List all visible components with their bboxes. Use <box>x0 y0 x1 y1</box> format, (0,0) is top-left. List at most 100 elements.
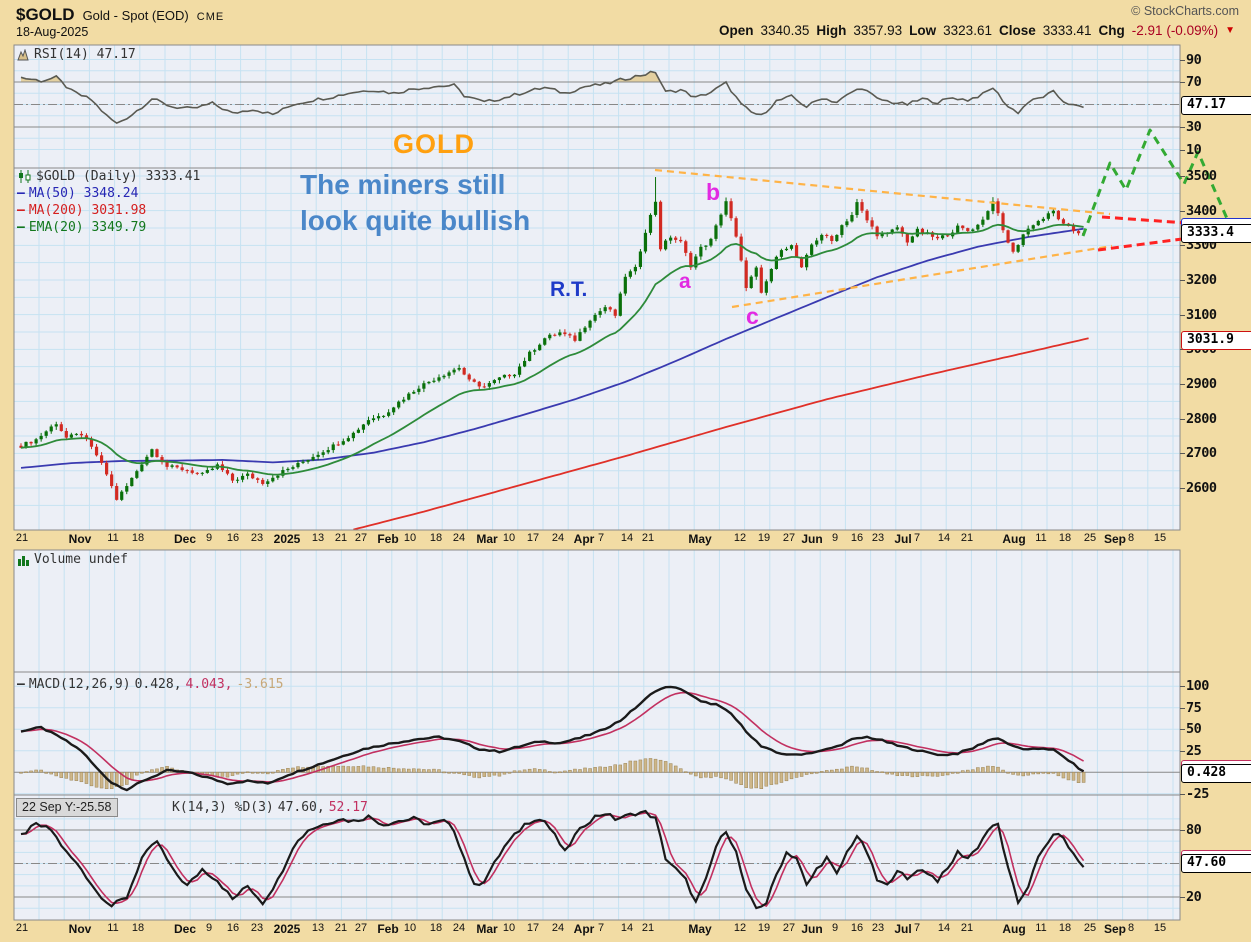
x-axis-label: 8 <box>1127 532 1135 544</box>
sto-panel-border <box>13 794 1181 921</box>
stoch-axis-label: 20 <box>1186 889 1202 906</box>
x-axis-label: May <box>688 922 712 936</box>
y-axis-tick <box>1180 750 1185 752</box>
x-axis-label: 18 <box>1058 532 1072 544</box>
annotation-wave-b: b <box>706 179 721 205</box>
low-label: Low <box>909 23 937 38</box>
price-axis-label: 2700 <box>1186 445 1217 462</box>
ma200-line-swatch: — <box>17 203 25 218</box>
x-axis-label: 16 <box>226 922 240 934</box>
price-legend-text: $GOLD (Daily) 3333.41 <box>36 169 201 184</box>
y-axis-tick <box>1180 707 1185 709</box>
x-axis-label: 10 <box>502 922 516 934</box>
x-axis-label: 7 <box>597 532 605 544</box>
x-axis-label: 7 <box>597 922 605 934</box>
rsi-axis-label: 30 <box>1186 119 1202 135</box>
macd-series <box>19 685 1086 792</box>
rsi-axis-label: 70 <box>1186 74 1202 90</box>
chg-down-arrow-icon: ▼ <box>1225 25 1235 36</box>
high-value: 3357.93 <box>853 23 903 38</box>
rsi-legend: RSI(14) 47.17 <box>17 47 136 62</box>
low-value: 3323.61 <box>943 23 992 38</box>
x-axis-label: 10 <box>403 532 417 544</box>
macd-axis-label: 100 <box>1186 678 1209 695</box>
x-axis-label: 23 <box>250 532 264 544</box>
ma50-legend: — MA(50) 3348.24 <box>17 186 138 201</box>
exchange-label: CME <box>196 11 225 23</box>
annotation-gold-title: GOLD <box>393 129 475 159</box>
macd-axis-label: 50 <box>1186 721 1202 738</box>
x-axis-label: 9 <box>205 532 213 544</box>
x-axis-label: 17 <box>526 532 540 544</box>
annotation-wave-c: c <box>746 303 759 329</box>
macd-value-box: 0.428 <box>1181 764 1251 783</box>
ma50-line-swatch: — <box>17 186 25 201</box>
macd-value: 0.428, <box>134 677 182 692</box>
rsi-axis-label: 90 <box>1186 51 1202 68</box>
ohlc-quote-row: Open 3340.35 High 3357.93 Low 3323.61 Cl… <box>719 23 1235 38</box>
x-axis-label: 11 <box>1035 532 1047 544</box>
annotation-wave-a: a <box>679 270 691 293</box>
x-axis-label: 18 <box>131 922 145 934</box>
x-axis-label: Nov <box>68 922 92 936</box>
x-axis-label: 24 <box>551 532 565 544</box>
x-axis-label: 11 <box>1035 922 1047 934</box>
y-axis-tick <box>1180 59 1185 61</box>
x-axis-label: 12 <box>733 922 747 934</box>
ma200-legend-text: MA(200) 3031.98 <box>28 203 147 218</box>
price-axis-label: 3400 <box>1186 202 1217 219</box>
x-axis-label: May <box>688 532 712 546</box>
x-axis-label: 11 <box>107 532 119 544</box>
x-axis-label: 23 <box>871 922 885 934</box>
x-axis-label: Jul <box>894 532 912 546</box>
price-axis-label: 3100 <box>1186 306 1217 323</box>
pennant-upper-line <box>654 168 1111 216</box>
annotation-note-line2: look quite bullish <box>300 205 531 236</box>
x-axis-label: 14 <box>937 532 951 544</box>
header: $GOLD Gold - Spot (EOD) CME <box>16 5 224 25</box>
price-axis-label: 2600 <box>1186 480 1217 497</box>
x-axis-label: 27 <box>782 922 796 934</box>
stoch-series <box>20 809 1085 910</box>
y-axis-tick <box>1180 686 1185 688</box>
x-axis-label: 25 <box>1083 922 1097 934</box>
main-panel-border <box>13 167 1181 531</box>
ema20-legend-text: EMA(20) 3349.79 <box>28 220 147 235</box>
x-axis-label: 18 <box>131 532 145 544</box>
stoch-k-value: 47.60, <box>277 800 325 815</box>
x-axis-label: Mar <box>476 532 498 546</box>
x-axis-label: 19 <box>757 922 771 934</box>
macd-legend: — MACD(12,26,9) 0.428, 4.043, -3.615 <box>17 677 283 692</box>
stoch-legend-name: K(14,3) %D(3) <box>172 800 274 815</box>
high-label: High <box>816 23 847 38</box>
y-axis-tick <box>1180 830 1185 831</box>
x-axis-label: 9 <box>831 922 839 934</box>
x-axis-label: Apr <box>573 922 595 936</box>
stoch-d-value: 52.17 <box>328 800 368 815</box>
ma50-legend-text: MA(50) 3348.24 <box>28 186 139 201</box>
x-axis-label: 2025 <box>273 922 301 936</box>
y-axis-tick <box>1180 384 1185 386</box>
x-axis-label: 23 <box>250 922 264 934</box>
ema20-legend: — EMA(20) 3349.79 <box>17 220 146 235</box>
y-axis-tick <box>1180 897 1185 899</box>
open-label: Open <box>719 23 754 38</box>
y-axis-tick <box>1180 210 1185 212</box>
y-axis-tick <box>1180 82 1185 83</box>
ma200-value-box: 3031.9 <box>1181 331 1251 350</box>
x-axis-label: Aug <box>1002 532 1026 546</box>
y-axis-tick <box>1180 729 1185 731</box>
annotation-note: The miners still look quite bullish <box>300 167 530 239</box>
x-axis-label: 21 <box>334 922 348 934</box>
x-axis-label: 18 <box>429 922 443 934</box>
rsi-icon <box>17 48 29 60</box>
x-axis-label: 13 <box>311 922 325 934</box>
x-axis-label: 27 <box>782 532 796 544</box>
x-axis-label: 21 <box>641 922 655 934</box>
macd-signal-value: 4.043, <box>185 677 233 692</box>
open-value: 3340.35 <box>760 23 810 38</box>
x-axis-label: 12 <box>733 532 747 544</box>
x-axis-label: 16 <box>850 532 864 544</box>
x-axis-label: 21 <box>960 922 974 934</box>
